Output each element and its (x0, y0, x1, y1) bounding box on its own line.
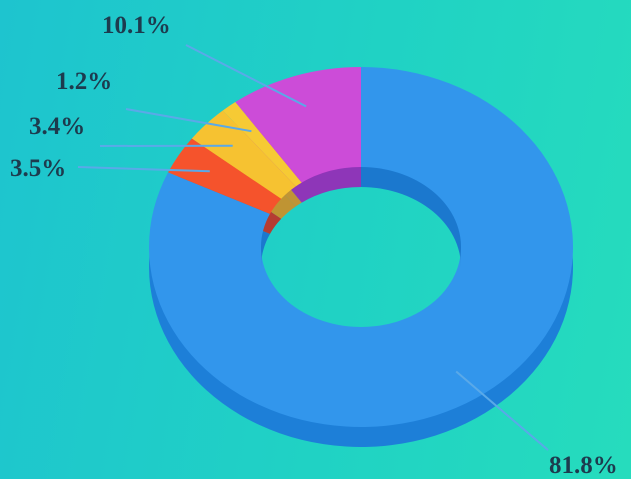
leader-line-2 (77, 166, 210, 173)
slice-label-4: 1.2% (56, 68, 112, 95)
slice-label-5: 10.1% (102, 12, 171, 39)
slice-label-3: 3.4% (29, 113, 85, 140)
slice-1 (149, 67, 574, 428)
slice-labels: 81.8% 3.5% 3.4% 1.2% 10.1% (10, 12, 618, 479)
slice-label-2: 3.5% (10, 155, 66, 182)
slice-5 (235, 67, 361, 183)
slice-3 (191, 110, 296, 199)
donut-top-faces (149, 67, 574, 428)
leader-line-4 (125, 108, 252, 133)
leader-line-1 (455, 370, 549, 451)
leader-lines (77, 44, 549, 451)
donut-hole-wall (261, 167, 461, 267)
slice-4 (222, 102, 302, 187)
slice-2 (168, 138, 282, 214)
leader-line-5 (185, 44, 307, 108)
slice-label-1: 81.8% (549, 452, 618, 479)
